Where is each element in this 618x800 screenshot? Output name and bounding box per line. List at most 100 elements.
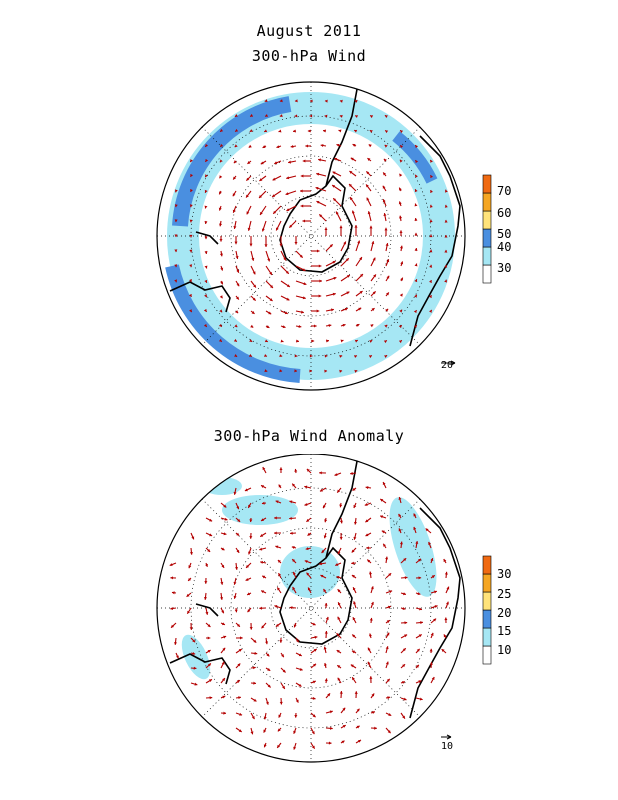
wind-vector-head	[246, 194, 249, 198]
wind-vector-head	[234, 609, 238, 613]
wind-vector-head	[300, 174, 304, 178]
wind-vector-head	[209, 533, 213, 537]
wind-vector-head	[311, 339, 315, 343]
wind-vector-head	[385, 661, 389, 665]
wind-vector-head	[323, 588, 327, 592]
wind-vector-head	[279, 114, 283, 118]
wind-vector-head	[332, 292, 336, 296]
wind-vector-head	[326, 339, 329, 343]
wind-vector-head	[246, 564, 249, 568]
wind-vector-head	[358, 739, 362, 743]
wind-vector-head	[302, 296, 306, 300]
wind-vector-head	[386, 292, 389, 296]
wind-vector-head	[239, 712, 243, 716]
wind-vector-head	[350, 157, 354, 161]
wind-vector-head	[316, 201, 320, 204]
wind-vector-head	[386, 632, 390, 636]
wind-vector-head	[248, 144, 252, 148]
wind-vector-head	[235, 310, 239, 314]
wind-vector-head	[350, 664, 354, 668]
wind-vector-head	[264, 99, 268, 103]
wind-vector-head	[278, 573, 282, 577]
wind-vector-head	[430, 159, 433, 163]
colorbar-label-70: 70	[497, 184, 512, 198]
wind-vector-head	[194, 682, 198, 686]
wind-vector-head	[351, 650, 355, 654]
wind-vector-head	[169, 563, 173, 566]
wind-vector-head	[249, 519, 253, 523]
wind-vector-head	[380, 515, 384, 519]
wind-vector-head	[294, 354, 298, 358]
wind-vector-head	[278, 714, 282, 718]
wind-vector-head	[289, 500, 293, 504]
colorbar-swatch	[482, 627, 492, 647]
colorbar-swatch	[482, 264, 492, 284]
wind-vector-head	[402, 648, 406, 652]
wind-vector-head	[247, 227, 251, 231]
wind-vector-head	[249, 536, 253, 539]
wind-vector-head	[220, 267, 224, 271]
wind-vector-head	[336, 575, 340, 579]
wind-vector-head	[247, 161, 251, 164]
wind-vector-head	[399, 245, 403, 249]
wind-vector-head	[429, 648, 433, 652]
wind-vector-head	[417, 592, 421, 596]
wind-vector-head	[311, 745, 315, 749]
wind-vector-head	[385, 243, 389, 246]
wind-vector-head	[191, 536, 195, 540]
wind-vector-head	[333, 198, 337, 202]
wind-vector-head	[332, 185, 336, 188]
wind-vector-head	[371, 308, 375, 311]
wind-vector-head	[366, 546, 369, 550]
wind-vector-head	[252, 297, 256, 301]
wind-vector-head	[324, 369, 328, 373]
wind-vector-head	[278, 484, 282, 488]
wind-vector-head	[384, 115, 388, 118]
wind-vector-head	[253, 698, 257, 702]
wind-vector-head	[249, 339, 253, 342]
wind-vector-head	[236, 296, 239, 300]
wind-vector-head	[354, 691, 358, 694]
wind-vector-head	[238, 696, 241, 700]
wind-vector-head	[399, 309, 403, 313]
wind-vector-head	[430, 175, 434, 179]
wind-vector-head	[369, 340, 373, 343]
wind-vector-head	[204, 294, 207, 298]
wind-vector-head	[367, 559, 371, 563]
wind-vector-head	[384, 355, 388, 358]
wind-vector-head	[346, 291, 350, 295]
wind-vector-head	[323, 535, 327, 539]
wind-vector-head	[233, 226, 237, 229]
wind-vector-head	[275, 623, 279, 627]
wind-vector-head	[382, 185, 386, 189]
colorbar-label-25: 25	[497, 587, 512, 601]
wind-vector-head	[350, 197, 353, 201]
panel2-title: 300-hPa Wind Anomaly	[213, 427, 405, 445]
wind-vector-head	[443, 634, 447, 638]
wind-vector-head	[441, 649, 445, 652]
colorbar-swatch	[482, 192, 492, 212]
wind-vector-head	[425, 528, 429, 532]
colorbar-label-60: 60	[497, 206, 512, 220]
wind-vector-head	[352, 587, 356, 591]
wind-vector-head	[307, 129, 311, 133]
wind-vector-head	[218, 338, 222, 342]
wind-vector-head	[298, 324, 302, 328]
wind-vector-head	[205, 174, 208, 178]
wind-vector-head	[418, 680, 422, 684]
wind-vector-head	[293, 624, 297, 628]
wind-vector-head	[252, 666, 256, 670]
wind-vector-head	[324, 678, 328, 682]
wind-vector-head	[318, 264, 322, 268]
wind-vector-head	[430, 632, 434, 636]
wind-vector-head	[296, 339, 299, 343]
wind-vector-head	[337, 677, 341, 681]
wind-vector-head	[429, 219, 433, 223]
wind-vector-head	[293, 129, 296, 133]
wind-vector-head	[232, 209, 236, 213]
wind-vector-head	[294, 241, 298, 245]
wind-vector-head	[189, 279, 192, 282]
wind-vector-head	[415, 541, 419, 544]
wind-vector-head	[260, 560, 263, 564]
colorbar-swatch	[482, 609, 492, 629]
